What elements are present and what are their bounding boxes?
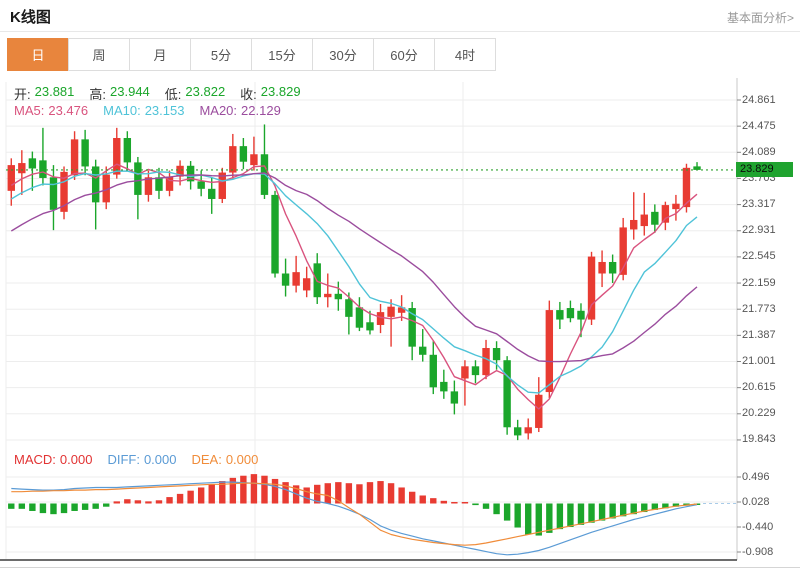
tab-interval-0[interactable]: 日 bbox=[7, 38, 69, 71]
diff-value: 0.000 bbox=[143, 452, 177, 467]
dea-value: 0.000 bbox=[225, 452, 259, 467]
macd-value: 0.000 bbox=[59, 452, 93, 467]
price-tick-label: 22.159 bbox=[742, 276, 776, 289]
price-tick-label: 21.773 bbox=[742, 302, 776, 315]
price-tick-label: 21.387 bbox=[742, 328, 776, 341]
page-header: K线图 基本面分析> bbox=[0, 0, 800, 32]
current-price-label: 23.829 bbox=[736, 162, 793, 178]
ma10-label: MA10: bbox=[103, 103, 141, 118]
ma-legend-row: MA5: 23.476 MA10: 23.153 MA20: 22.129 bbox=[14, 103, 281, 118]
high-label: 高: bbox=[89, 87, 107, 102]
open-label: 开: bbox=[14, 87, 31, 102]
macd-legend-row: MACD: 0.000 DIFF: 0.000 DEA: 0.000 bbox=[14, 452, 258, 467]
tab-interval-5[interactable]: 30分 bbox=[312, 38, 374, 71]
price-tick-label: 22.545 bbox=[742, 250, 776, 263]
ma20-value: 22.129 bbox=[241, 103, 281, 118]
interval-tabs: 日周月 5分 15分 30分 60分 4时 bbox=[7, 38, 496, 71]
price-tick-label: 24.861 bbox=[742, 93, 776, 106]
diff-label: DIFF: bbox=[107, 452, 140, 467]
low-label: 低: bbox=[164, 87, 182, 102]
price-tick-label: 20.615 bbox=[742, 381, 776, 394]
low-value: 23.822 bbox=[185, 84, 226, 99]
dea-label: DEA: bbox=[191, 452, 222, 467]
ma10-value: 23.153 bbox=[144, 103, 185, 118]
price-tick-label: 22.931 bbox=[742, 224, 776, 237]
open-value: 23.881 bbox=[34, 84, 75, 99]
tab-interval-6[interactable]: 60分 bbox=[373, 38, 435, 71]
tab-interval-1[interactable]: 周 bbox=[68, 38, 130, 71]
tab-interval-2[interactable]: 月 bbox=[129, 38, 191, 71]
page-title: K线图 bbox=[10, 9, 51, 26]
tab-interval-4[interactable]: 15分 bbox=[251, 38, 313, 71]
price-tick-label: 24.089 bbox=[742, 145, 776, 158]
price-tick-label: 20.229 bbox=[742, 407, 776, 420]
high-value: 23.944 bbox=[110, 84, 150, 99]
macd-label: MACD: bbox=[14, 452, 56, 467]
fundamental-analysis-link[interactable]: 基本面分析> bbox=[726, 11, 794, 25]
tab-interval-7[interactable]: 4时 bbox=[434, 38, 496, 71]
price-tick-label: 19.843 bbox=[742, 433, 776, 446]
price-tick-label: 24.475 bbox=[742, 119, 776, 132]
price-tick-label: 23.317 bbox=[742, 198, 776, 211]
ohlc-row: 开: 23.881 高: 23.944 低: 23.822 收: 23.829 bbox=[14, 84, 301, 103]
macd-tick-label: 0.028 bbox=[742, 495, 770, 508]
macd-tick-label: -0.908 bbox=[742, 545, 774, 558]
ma20-label: MA20: bbox=[199, 103, 238, 118]
macd-tick-label: 0.496 bbox=[742, 470, 770, 483]
ma5-value: 23.476 bbox=[48, 103, 89, 118]
close-label: 收: bbox=[240, 87, 257, 102]
macd-tick-label: -0.440 bbox=[742, 520, 774, 533]
tab-interval-3[interactable]: 5分 bbox=[190, 38, 252, 71]
price-tick-label: 21.001 bbox=[742, 355, 776, 367]
ma5-label: MA5: bbox=[14, 103, 45, 118]
close-value: 23.829 bbox=[260, 84, 301, 99]
